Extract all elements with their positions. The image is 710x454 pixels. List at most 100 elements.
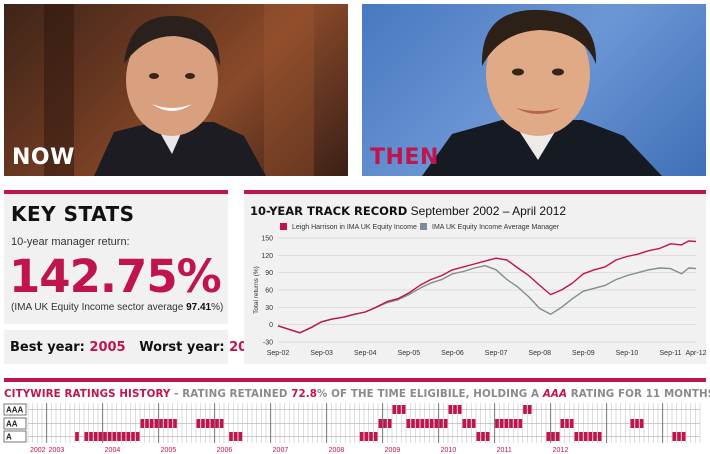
rating-cell <box>93 432 98 441</box>
rating-cell <box>457 405 462 414</box>
x-tick-label: Sep-10 <box>616 350 639 357</box>
rating-cell <box>425 419 429 428</box>
x-tick-label: Sep-08 <box>528 350 551 357</box>
ratings-year-label: 2005 <box>161 447 177 454</box>
rating-cell <box>429 419 434 428</box>
rating-cell <box>509 419 513 428</box>
rating-cell <box>201 419 205 428</box>
rating-row-label-box <box>3 417 27 430</box>
legend-item-manager: Leigh Harrison in IMA UK Equity Income <box>280 223 417 231</box>
rating-cell <box>75 432 79 441</box>
ratings-year-label: 2008 <box>329 447 345 454</box>
legend-item-average: IMA UK Equity Income Average Manager <box>420 223 559 231</box>
rating-cell <box>593 432 597 441</box>
rating-cell <box>448 405 453 414</box>
rating-cell <box>135 432 140 441</box>
track-record-chart: -30 0 30 60 90 120 150 Sep-02 Sep-03 Sep-04 Sep-05… <box>253 236 706 358</box>
photo-label-now: NOW <box>12 145 75 170</box>
x-tick-label: Sep-02 <box>267 350 290 357</box>
rating-cell <box>434 419 439 428</box>
rating-cell <box>154 419 159 428</box>
x-tick-label: Sep-06 <box>441 350 464 357</box>
rating-cell <box>378 419 383 428</box>
y-tick-label: 60 <box>265 288 273 295</box>
chart-subtitle: September 2002 – April 2012 <box>410 204 567 218</box>
rating-row-label: AAA <box>6 406 24 415</box>
rating-cell <box>210 419 215 428</box>
rating-cell <box>397 405 401 414</box>
y-tick-label: 0 <box>269 322 273 329</box>
series-line <box>277 265 697 334</box>
sector-note-prefix: (IMA UK Equity Income sector average <box>11 302 187 313</box>
rating-cell <box>369 432 373 441</box>
ratings-title-main: CITYWIRE RATINGS HISTORY <box>4 388 171 400</box>
rating-cell <box>196 419 201 428</box>
sector-note-suffix: %) <box>211 302 224 313</box>
track-record-top-bar <box>244 190 706 194</box>
rating-cell <box>387 419 392 428</box>
photo-now: NOW <box>4 4 348 176</box>
y-tick-label: 30 <box>265 305 273 312</box>
x-tick-label: Sep-07 <box>485 350 508 357</box>
rating-cell <box>373 432 378 441</box>
rating-cell <box>471 419 476 428</box>
rating-cell <box>453 405 457 414</box>
y-axis-label: Total returns (%) <box>253 266 260 314</box>
ratings-year-label: 2006 <box>217 447 233 454</box>
worst-year-label: Worst year: <box>139 340 225 355</box>
rating-cell <box>411 419 415 428</box>
chart-title-main: 10-YEAR TRACK RECORD <box>250 204 408 218</box>
rating-row-label-box <box>3 403 27 416</box>
rating-cell <box>107 432 112 441</box>
ratings-year-label: 2009 <box>385 447 401 454</box>
manager-return-label: 10-year manager return: <box>11 236 130 248</box>
track-record-panel: 10-YEAR TRACK RECORD September 2002 – Ap… <box>244 190 706 364</box>
rating-cell <box>499 419 504 428</box>
rating-cell <box>415 419 420 428</box>
best-worst-years: Best year: 2005 Worst year: 2008 <box>10 340 265 355</box>
rating-cell <box>149 419 154 428</box>
photo-label-then: THEN <box>370 145 439 170</box>
rating-cell <box>523 405 527 414</box>
ratings-title-part3: % OF THE TIME ELIGIBILE, HOLDING A <box>317 388 543 400</box>
ratings-year-label: 2011 <box>497 447 512 454</box>
rating-row-label: AA <box>6 420 18 429</box>
rating-cell <box>481 432 485 441</box>
portrait-now-image <box>44 4 314 176</box>
photo-then: THEN <box>362 4 706 176</box>
rating-cell <box>364 432 369 441</box>
rating-cell <box>677 432 681 441</box>
rating-cell <box>131 432 135 441</box>
legend-swatch-average <box>420 223 427 230</box>
rating-cell <box>117 432 121 441</box>
ratings-title-part2: - RATING RETAINED <box>170 388 292 400</box>
rating-cell <box>681 432 686 441</box>
rating-cell <box>513 419 518 428</box>
key-stats-top-bar <box>4 190 228 194</box>
rating-cell <box>233 432 238 441</box>
y-tick-label: 150 <box>261 236 273 243</box>
rating-row-label: A <box>6 433 12 442</box>
rating-cell <box>565 419 569 428</box>
rating-cell <box>551 432 555 441</box>
ratings-year-label: 2012 <box>553 447 569 454</box>
rating-cell <box>112 432 117 441</box>
x-tick-label: Sep-05 <box>398 350 421 357</box>
rating-cell <box>583 432 588 441</box>
rating-cell <box>518 419 523 428</box>
rating-cell <box>392 405 397 414</box>
key-stats-title: KEY STATS <box>11 202 135 226</box>
key-stats-panel: KEY STATS 10-year manager return: 142.75… <box>4 190 228 324</box>
rating-cell <box>84 432 89 441</box>
ratings-year-label: 2007 <box>273 447 289 454</box>
ratings-year-label: 2010 <box>441 447 457 454</box>
rating-cell <box>588 432 593 441</box>
portrait-then-image <box>422 9 662 176</box>
legend-label-manager: Leigh Harrison in IMA UK Equity Income <box>292 224 417 231</box>
sector-average-note: (IMA UK Equity Income sector average 97.… <box>11 302 223 313</box>
y-tick-label: 90 <box>265 270 273 277</box>
rating-cell <box>89 432 93 441</box>
y-tick-label: -30 <box>263 340 273 347</box>
best-year-value: 2005 <box>89 340 126 355</box>
